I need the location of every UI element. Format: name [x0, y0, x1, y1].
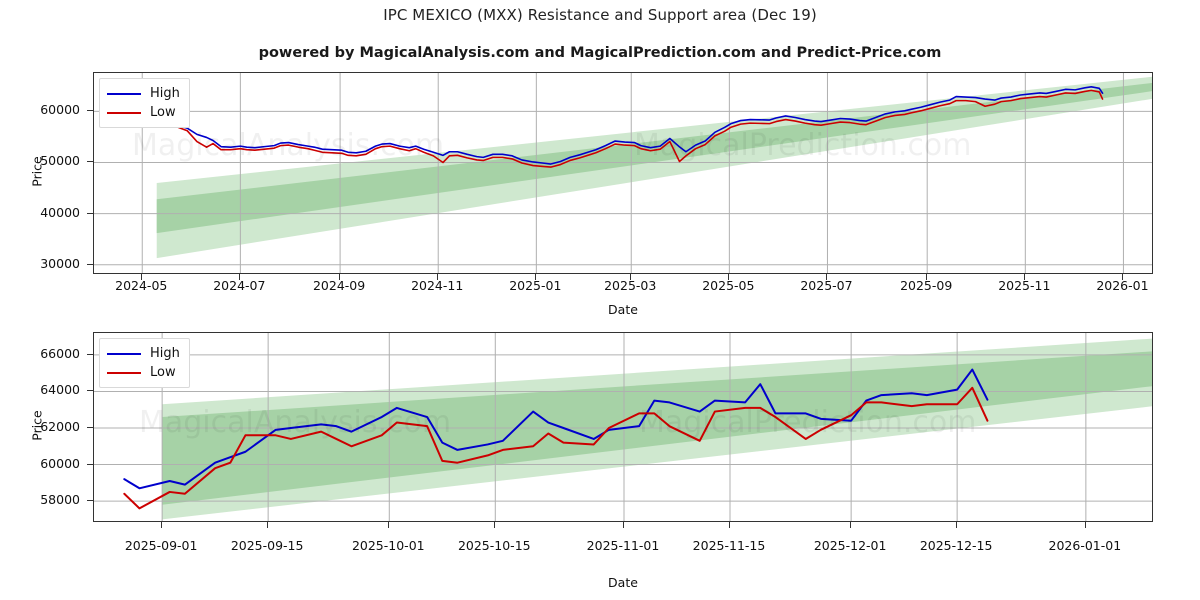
legend-top: High Low [99, 78, 190, 128]
y-tick-label: 62000 [40, 419, 80, 434]
x-tick-mark [826, 274, 828, 280]
x-tick-label: 2024-09 [312, 278, 366, 293]
x-tick-mark [339, 274, 341, 280]
x-tick-mark [535, 274, 537, 280]
x-tick-mark [926, 274, 928, 280]
legend-swatch-high-top [107, 92, 141, 95]
x-tick-mark [239, 274, 241, 280]
y-tick-mark [87, 463, 93, 465]
x-tick-mark [161, 522, 163, 528]
x-tick-label: 2025-09-01 [124, 538, 198, 553]
x-tick-label: 2025-01 [509, 278, 562, 293]
y-tick-mark [87, 427, 93, 428]
legend-swatch-high-bottom [107, 352, 141, 355]
x-tick-mark [141, 274, 143, 280]
y-tick-label: 50000 [40, 153, 80, 169]
legend-item-low-bottom: Low [107, 363, 180, 382]
y-tick-mark [87, 263, 93, 265]
legend-label-low-top: Low [150, 105, 176, 120]
legend-bottom: High Low [99, 338, 190, 388]
x-tick-label: 2025-11-01 [586, 538, 660, 553]
legend-item-high-top: High [107, 84, 180, 103]
x-tick-label: 2025-10-01 [351, 538, 425, 553]
y-tick-label: 60000 [40, 455, 80, 471]
x-tick-mark [630, 274, 632, 280]
y-tick-mark [87, 500, 93, 502]
x-axis-label-bottom: Date [608, 575, 638, 590]
x-tick-mark [1024, 274, 1026, 280]
x-tick-label: 2025-12-01 [813, 538, 887, 553]
plot-svg-top [94, 73, 1152, 273]
x-tick-label: 2025-10-15 [457, 538, 531, 553]
y-tick-label: 60000 [40, 102, 80, 118]
page-subtitle: powered by MagicalAnalysis.com and Magic… [258, 45, 942, 61]
legend-label-high-top: High [150, 86, 180, 101]
y-tick-mark [87, 161, 93, 163]
y-tick-label: 64000 [40, 382, 80, 398]
legend-label-high-bottom: High [150, 346, 180, 361]
y-tick-mark [87, 212, 93, 214]
x-tick-mark [1084, 522, 1086, 528]
y-tick-mark [87, 353, 93, 355]
y-tick-label: 40000 [40, 204, 80, 220]
x-tick-mark [437, 274, 439, 280]
y-tick-mark [87, 110, 93, 112]
x-tick-mark [388, 522, 390, 528]
legend-swatch-low-bottom [107, 371, 141, 374]
x-tick-label: 2024-05 [115, 278, 168, 293]
x-tick-label: 2024-11 [411, 278, 464, 293]
x-tick-label: 2025-09 [900, 278, 953, 293]
legend-item-low-top: Low [107, 103, 180, 122]
x-tick-mark [494, 522, 496, 528]
x-tick-label: 2025-09-15 [230, 538, 304, 553]
x-tick-mark [267, 522, 269, 528]
x-tick-mark [956, 522, 958, 528]
x-tick-label: 2026-01 [1096, 278, 1149, 293]
x-axis-label-top: Date [608, 302, 638, 317]
page-title: IPC MEXICO (MXX) Resistance and Support … [383, 6, 817, 24]
x-tick-label: 2025-11 [998, 278, 1051, 293]
legend-item-high-bottom: High [107, 344, 180, 363]
x-tick-mark [623, 522, 624, 528]
plot-area-top: MagicalAnalysis.com MagicalPrediction.co… [93, 72, 1153, 274]
legend-swatch-low-top [107, 111, 141, 114]
x-tick-label: 2025-11-15 [692, 538, 766, 553]
x-tick-mark [1122, 274, 1124, 280]
x-tick-mark [728, 274, 730, 280]
plot-svg-bottom [94, 333, 1152, 521]
y-tick-label: 58000 [40, 492, 80, 508]
x-tick-label: 2024-07 [213, 278, 266, 293]
y-tick-mark [87, 390, 93, 392]
x-tick-label: 2025-12-15 [919, 538, 993, 553]
legend-label-low-bottom: Low [150, 365, 176, 380]
plot-area-bottom: MagicalAnalysis.comMagicalPrediction.com [93, 332, 1153, 522]
y-axis-label-top: Price [29, 156, 45, 187]
x-tick-label: 2025-05 [702, 278, 755, 293]
y-tick-label: 30000 [40, 255, 80, 271]
x-tick-label: 2025-03 [604, 278, 657, 293]
x-tick-mark [729, 522, 730, 528]
y-tick-label: 66000 [40, 345, 80, 361]
x-tick-label: 2026-01-01 [1048, 538, 1122, 553]
x-tick-label: 2025-07 [800, 278, 853, 293]
chart-panel-top: Price 30000 40000 50000 60000 MagicalAnalys… [29, 72, 1153, 317]
x-tick-mark [850, 522, 852, 528]
